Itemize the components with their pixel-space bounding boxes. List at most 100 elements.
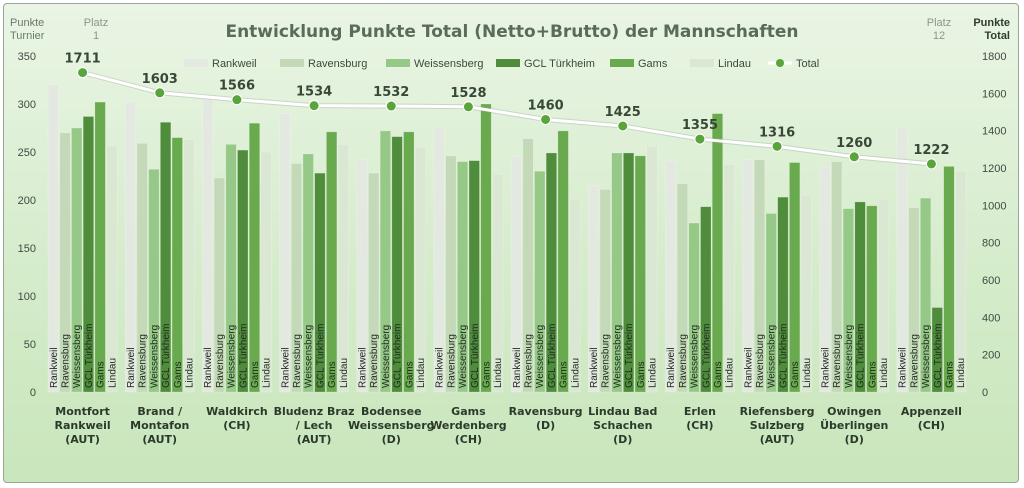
bar-label: GCL Türkheim [933,324,944,388]
bar-ravensburg [753,159,766,393]
bar-label: Rankweil [589,347,600,388]
bar-label: Lindau [648,358,659,388]
y-tick-right: 200 [982,350,1000,362]
total-label: 1316 [759,125,795,140]
bar-weissensberg [457,161,469,393]
legend-label: Lindau [718,58,751,70]
bar-ravensburg [213,177,225,393]
bar-lindau [183,139,195,393]
bar-label: Lindau [879,358,890,388]
bar-label: Lindau [262,358,273,388]
bar-lindau [723,164,735,393]
bar-label: Lindau [570,358,581,388]
bar-gcl-t-rkheim [314,172,326,393]
bar-label: Rankweil [358,347,369,388]
category-label: Waldkirch (CH) [206,405,268,432]
total-label: 1222 [913,143,949,158]
bar-label: Weissensberg [458,325,469,388]
bar-ravensburg [599,189,611,393]
bar-label: Weissensberg [535,325,546,388]
bar-label: Ravensburg [601,334,612,388]
y-tick-left: 0 [30,387,36,399]
bar-lindau [414,146,427,393]
bar-rankweil [819,166,831,393]
bar-label: Gams [173,361,184,388]
category-label: Riefensberg Sulzberg (AUT) [740,405,815,446]
bar-gcl-t-rkheim [391,136,403,393]
total-point [385,100,397,112]
bar-label: Lindau [107,358,118,388]
bar-rankweil [279,113,291,393]
bar-label: Ravensburg [61,334,72,388]
bar-ravensburg [445,155,457,393]
total-point [771,140,783,152]
bar-rankweil [202,98,214,393]
y-tick-left: 300 [18,99,36,111]
bar-gcl-t-rkheim [623,152,635,393]
bar-gams [171,137,183,393]
bar-label: Gams [944,361,955,388]
bar-label: Rankweil [280,347,291,388]
bar-label: Ravensburg [755,334,766,388]
bar-gams [789,162,801,393]
bar-label: Gams [327,361,338,388]
chart-frame: Entwicklung Punkte Total (Netto+Brutto) … [3,3,1019,483]
bar-ravensburg [831,161,843,393]
bar-weissensberg [534,170,546,393]
bar-label: Gams [713,361,724,388]
total-label: 1460 [527,98,563,113]
bar-label: Rankweil [203,347,214,388]
bar-rankweil [356,159,368,393]
bar-lindau [569,198,581,393]
bar-gams [480,103,492,393]
bar-weissensberg [379,130,391,393]
total-label: 1425 [605,105,641,120]
legend-swatch [610,59,634,67]
bar-ravensburg [908,207,920,393]
bar-gams [866,205,878,393]
bar-gams [248,122,261,393]
bar-label: Weissensberg [844,325,855,388]
y-tick-right: 1800 [982,51,1006,63]
total-line [82,71,932,166]
bar-label: GCL Türkheim [778,324,789,388]
legend-label: Gams [638,58,668,70]
bar-gams [403,131,415,393]
y-tick-left: 350 [18,51,36,63]
bar-weissensberg [302,153,314,393]
bar-label: Rankweil [126,347,137,388]
total-label: 1603 [142,72,178,87]
bar-label: Rankweil [512,347,523,388]
legend-swatch [690,59,714,67]
bar-label: Rankweil [666,347,677,388]
legend-label: Weissensberg [414,58,484,70]
bar-label: Ravensburg [215,334,226,388]
bar-weissensberg [842,208,854,393]
total-point [848,151,860,163]
bar-rankweil [896,127,908,393]
bar-label: GCL Türkheim [238,324,249,388]
category-label: Montfort Rankweil (AUT) [54,405,110,446]
platz-last-label: Platz 12 [927,17,951,42]
legend-swatch [280,59,304,67]
y-tick-right: 0 [982,387,988,399]
bar-label: Gams [96,361,107,388]
total-label: 1566 [219,79,255,94]
legend-label: Ravensburg [308,58,367,70]
bar-label: GCL Türkheim [315,324,326,388]
total-label: 1532 [373,85,409,100]
bar-gcl-t-rkheim [931,307,943,393]
bar-label: Lindau [339,358,350,388]
bar-label: Weissensberg [381,325,392,388]
category-label: Brand / Montafon (AUT) [130,405,189,446]
bar-label: Lindau [185,358,196,388]
bar-gams [711,113,724,393]
bar-label: Lindau [956,358,967,388]
total-label: 1534 [296,85,332,100]
y-tick-right: 800 [982,238,1000,250]
bar-label: GCL Türkheim [547,324,558,388]
total-label: 1260 [836,136,872,151]
bar-label: Ravensburg [369,334,380,388]
bar-lindau [646,145,658,393]
bar-ravensburg [136,143,148,393]
